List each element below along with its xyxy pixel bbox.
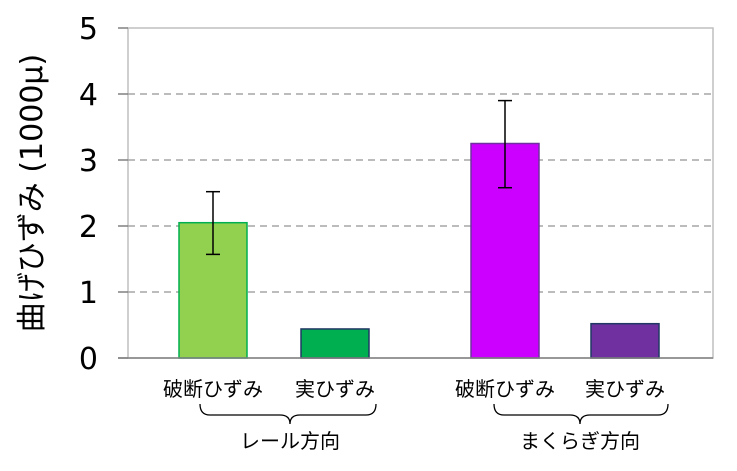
category-labels: 破断ひずみ 実ひずみ 破断ひずみ 実ひずみ	[163, 377, 665, 401]
category-label: 実ひずみ	[295, 377, 375, 401]
y-tick-label: 3	[79, 144, 98, 179]
group-label: レール方向	[240, 429, 340, 453]
bars	[178, 142, 660, 359]
category-label: 実ひずみ	[585, 377, 665, 401]
category-label: 破断ひずみ	[163, 377, 263, 401]
y-tick-label: 2	[79, 210, 98, 245]
bar	[590, 322, 660, 359]
group-braces	[199, 403, 669, 425]
group-brace	[493, 403, 669, 425]
y-axis-label: 曲げひずみ (1000μ)	[15, 54, 50, 332]
y-tick-label: 5	[79, 12, 98, 47]
group-labels: レール方向 まくらぎ方向	[240, 429, 640, 453]
y-tick-label: 1	[79, 276, 98, 311]
category-label: 破断ひずみ	[455, 377, 555, 401]
group-brace	[199, 403, 377, 425]
error-bars	[206, 99, 512, 256]
y-tick-labels: 0 1 2 3 4 5	[79, 12, 98, 377]
group-label: まくらぎ方向	[520, 429, 640, 453]
bar	[300, 328, 370, 359]
y-tick-label: 4	[79, 78, 98, 113]
y-tick-label: 0	[79, 342, 98, 377]
